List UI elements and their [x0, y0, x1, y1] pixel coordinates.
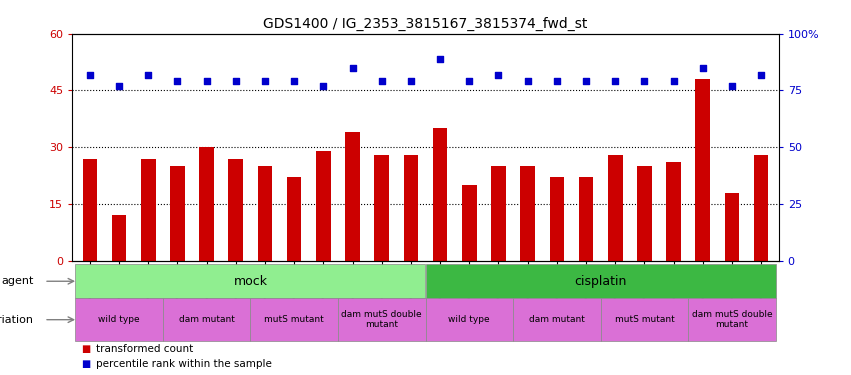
- Bar: [163, 298, 250, 341]
- Bar: [374, 155, 389, 261]
- Text: ■: ■: [81, 359, 90, 369]
- Point: [637, 78, 651, 84]
- Bar: [513, 298, 601, 341]
- Bar: [637, 166, 652, 261]
- Point: [754, 72, 768, 78]
- Bar: [170, 166, 185, 261]
- Text: wild type: wild type: [98, 315, 140, 324]
- Point: [141, 72, 155, 78]
- Point: [492, 72, 505, 78]
- Text: wild type: wild type: [448, 315, 490, 324]
- Bar: [75, 264, 426, 298]
- Point: [375, 78, 389, 84]
- Text: ■: ■: [81, 344, 90, 354]
- Text: dam mutS double
mutant: dam mutS double mutant: [341, 310, 422, 329]
- Bar: [346, 132, 360, 261]
- Bar: [426, 264, 776, 298]
- Point: [83, 72, 97, 78]
- Point: [112, 83, 126, 89]
- Bar: [338, 298, 426, 341]
- Bar: [426, 298, 513, 341]
- Bar: [550, 177, 564, 261]
- Title: GDS1400 / IG_2353_3815167_3815374_fwd_st: GDS1400 / IG_2353_3815167_3815374_fwd_st: [263, 17, 588, 32]
- Bar: [520, 166, 535, 261]
- Bar: [111, 215, 126, 261]
- Point: [346, 65, 359, 71]
- Bar: [462, 185, 477, 261]
- Bar: [688, 298, 776, 341]
- Bar: [601, 298, 688, 341]
- Point: [288, 78, 301, 84]
- Bar: [754, 155, 768, 261]
- Bar: [433, 128, 448, 261]
- Text: agent: agent: [1, 276, 33, 286]
- Text: genotype/variation: genotype/variation: [0, 315, 33, 325]
- Point: [258, 78, 271, 84]
- Point: [433, 56, 447, 62]
- Point: [696, 65, 710, 71]
- Point: [550, 78, 563, 84]
- Text: cisplatin: cisplatin: [574, 275, 627, 288]
- Text: mock: mock: [233, 275, 267, 288]
- Text: percentile rank within the sample: percentile rank within the sample: [96, 359, 272, 369]
- Bar: [579, 177, 593, 261]
- Bar: [75, 298, 163, 341]
- Bar: [725, 193, 740, 261]
- Bar: [228, 159, 243, 261]
- Text: mutS mutant: mutS mutant: [265, 315, 324, 324]
- Text: dam mutS double
mutant: dam mutS double mutant: [692, 310, 772, 329]
- Point: [608, 78, 622, 84]
- Point: [229, 78, 243, 84]
- Point: [404, 78, 418, 84]
- Bar: [83, 159, 97, 261]
- Point: [725, 83, 739, 89]
- Point: [580, 78, 593, 84]
- Bar: [258, 166, 272, 261]
- Point: [462, 78, 476, 84]
- Text: dam mutant: dam mutant: [179, 315, 235, 324]
- Point: [317, 83, 330, 89]
- Point: [170, 78, 184, 84]
- Bar: [199, 147, 214, 261]
- Text: dam mutant: dam mutant: [529, 315, 585, 324]
- Bar: [666, 162, 681, 261]
- Text: transformed count: transformed count: [96, 344, 193, 354]
- Bar: [287, 177, 301, 261]
- Bar: [491, 166, 505, 261]
- Point: [521, 78, 534, 84]
- Point: [667, 78, 681, 84]
- Bar: [403, 155, 418, 261]
- Bar: [141, 159, 156, 261]
- Bar: [250, 298, 338, 341]
- Bar: [316, 151, 331, 261]
- Bar: [608, 155, 623, 261]
- Text: mutS mutant: mutS mutant: [614, 315, 674, 324]
- Point: [200, 78, 214, 84]
- Bar: [695, 79, 710, 261]
